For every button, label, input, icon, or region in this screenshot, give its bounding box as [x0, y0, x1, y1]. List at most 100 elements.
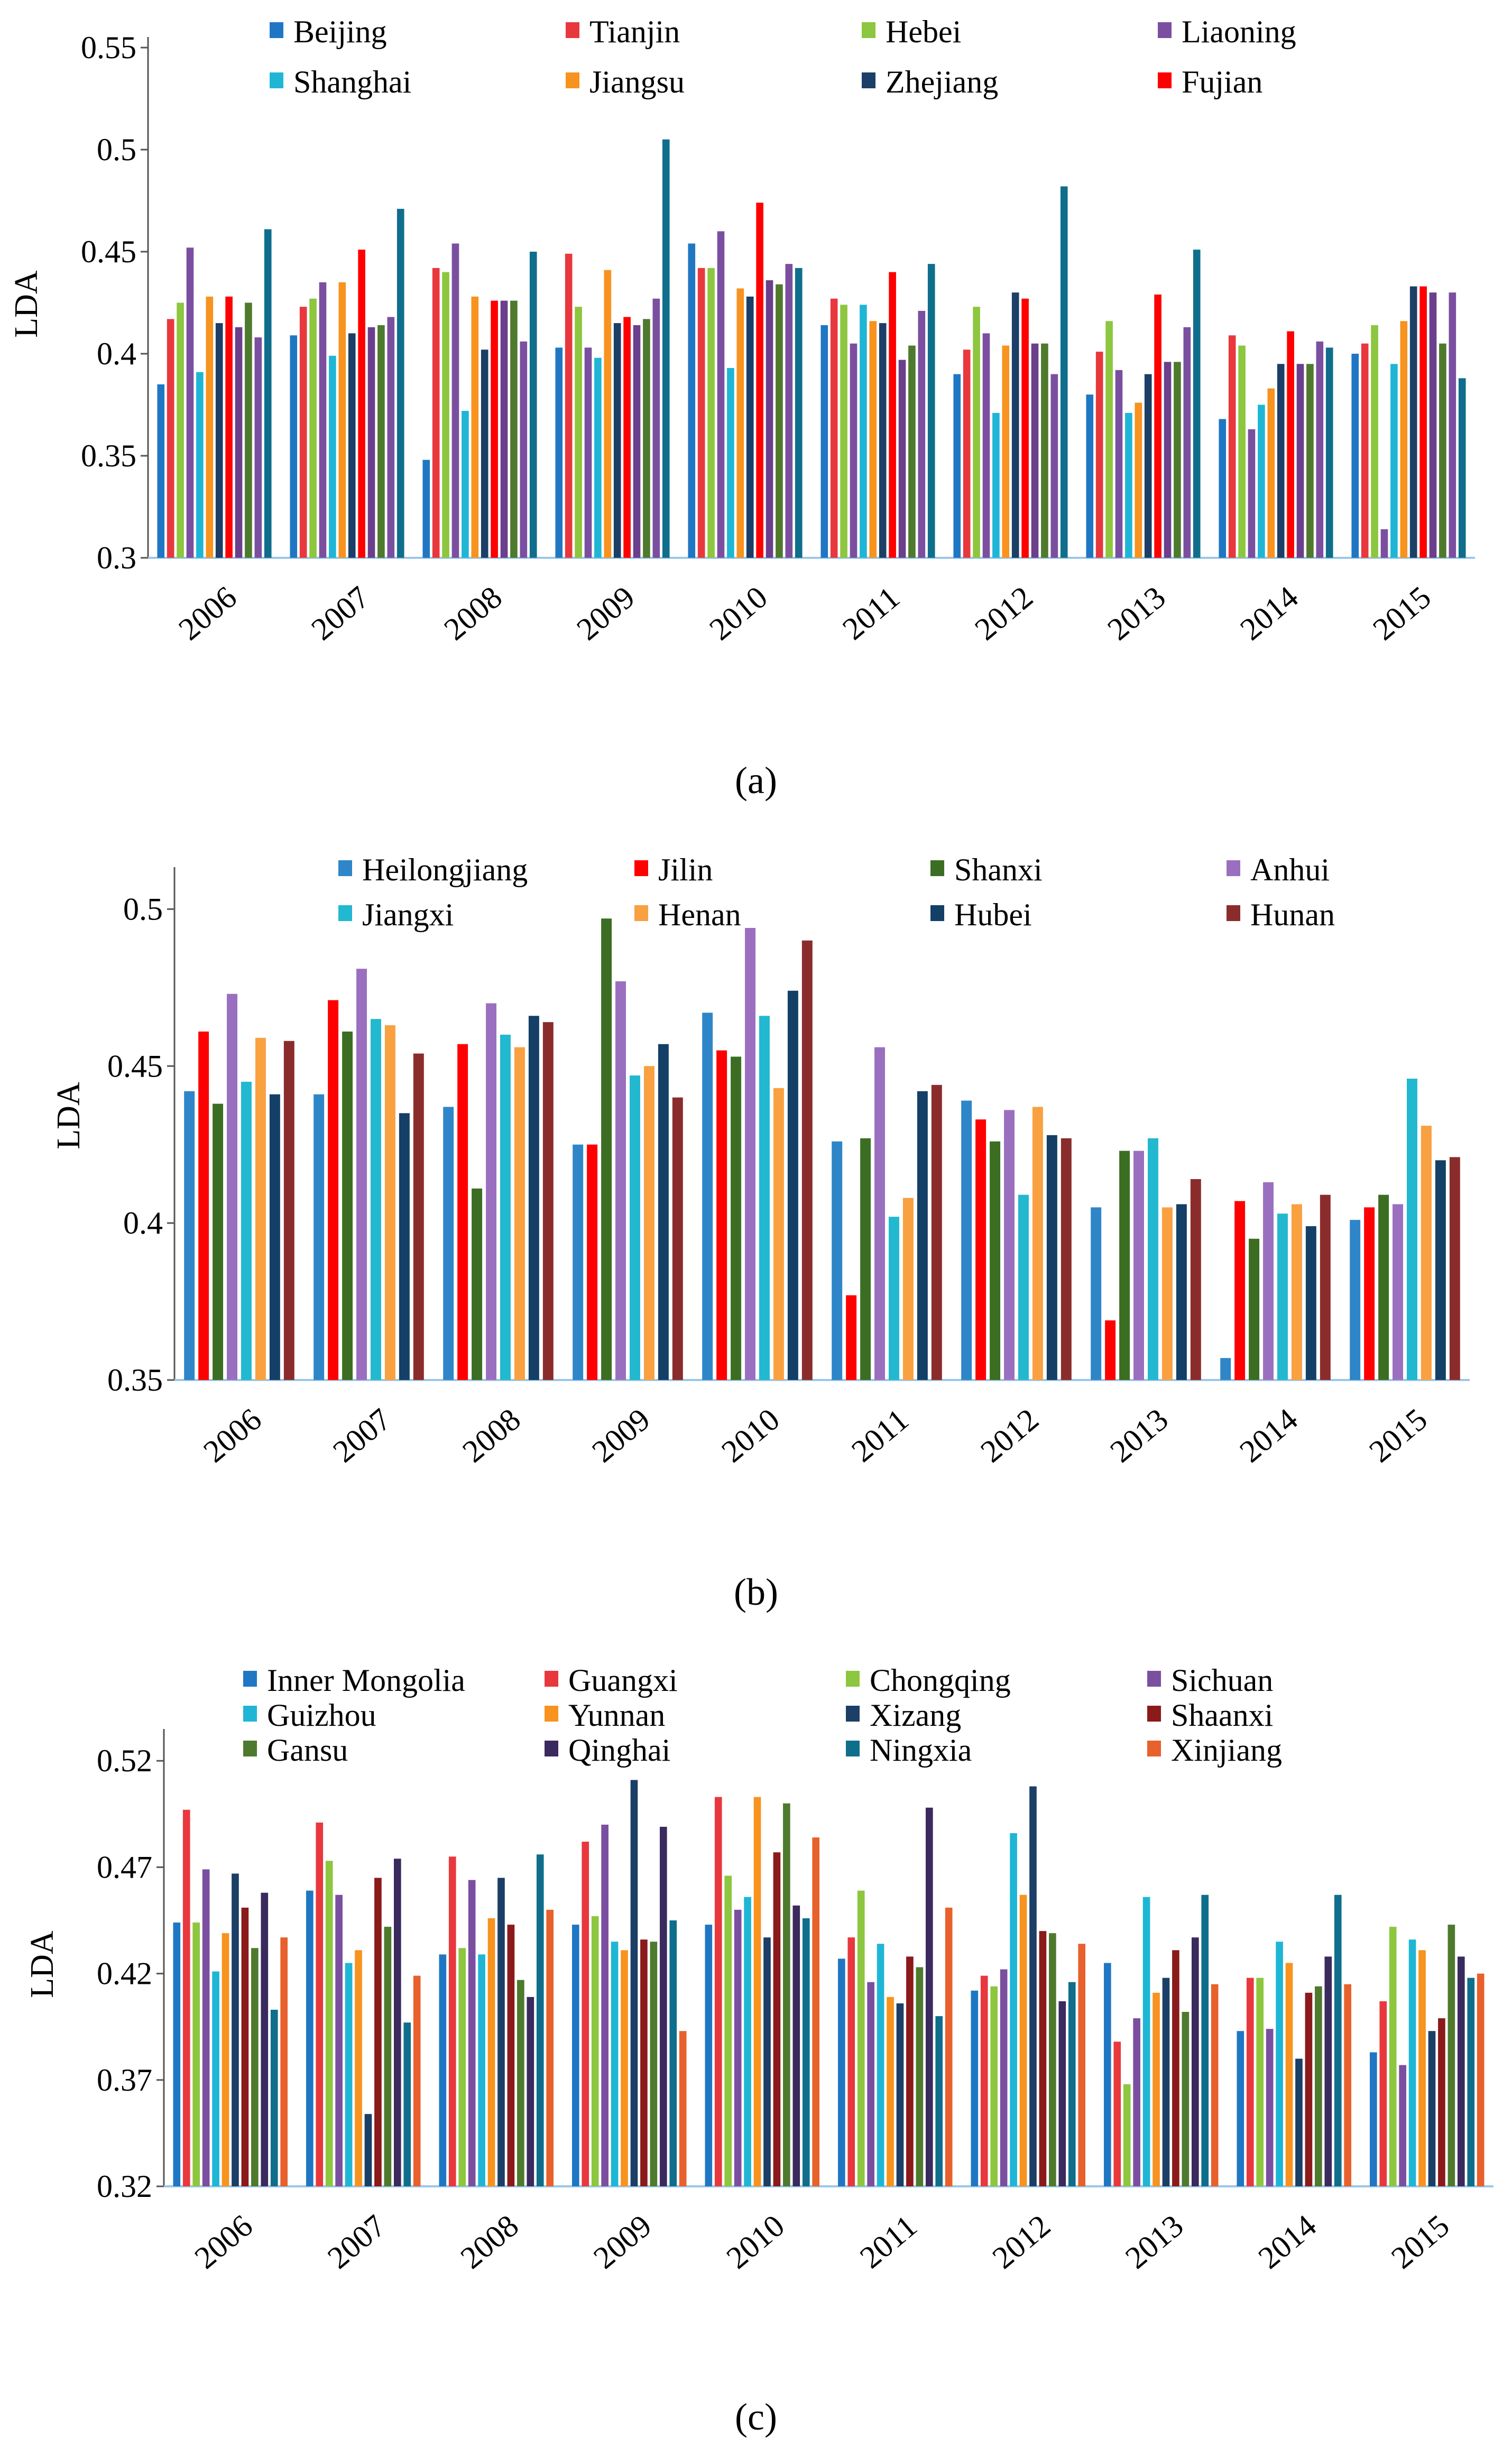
- bar-shaanxi-2006: [241, 1907, 249, 2186]
- bar-jiangxi-2012: [1018, 1194, 1029, 1380]
- bar-gansu-2007: [384, 1927, 392, 2186]
- bar-fujian-2012: [1021, 298, 1029, 558]
- bar-yunnan-2007: [355, 1950, 362, 2186]
- x-tick-label: 2008: [454, 2208, 525, 2276]
- bar-series-11-2010: [785, 264, 793, 558]
- x-tick-label: 2013: [1101, 579, 1172, 647]
- bar-guangxi-2015: [1379, 2001, 1387, 2186]
- legend-label: Gansu: [267, 1733, 348, 1768]
- bar-xinjiang-2008: [546, 1909, 554, 2186]
- bar-hunan-2012: [1061, 1138, 1072, 1380]
- bar-series-10-2012: [1041, 343, 1048, 558]
- y-axis-label: LDA: [24, 1930, 60, 1998]
- y-tick-label: 0.4: [97, 336, 136, 371]
- bar-shaanxi-2015: [1438, 2018, 1445, 2186]
- bar-heilongjiang-2010: [702, 1013, 713, 1380]
- bar-beijing-2015: [1351, 354, 1359, 558]
- bar-jilin-2011: [846, 1295, 857, 1380]
- panel-caption: (b): [734, 1571, 778, 1613]
- bar-anhui-2010: [745, 928, 755, 1380]
- bar-beijing-2008: [422, 459, 430, 558]
- bar-jiangsu-2011: [869, 321, 877, 558]
- bar-chongqing-2011: [857, 1890, 865, 2186]
- bar-henan-2009: [643, 1066, 654, 1380]
- bar-inner-mongolia-2007: [306, 1890, 314, 2186]
- bar-heilongjiang-2008: [443, 1107, 454, 1380]
- bar-shanghai-2015: [1390, 364, 1398, 558]
- bar-jiangsu-2007: [338, 282, 346, 558]
- bar-xizang-2009: [630, 1780, 638, 2186]
- bar-series-12-2010: [795, 268, 803, 558]
- bar-hubei-2009: [658, 1044, 669, 1380]
- x-tick-label: 2015: [1366, 579, 1437, 647]
- bar-series-9-2008: [500, 300, 508, 558]
- bar-guangxi-2006: [182, 1809, 190, 2186]
- panel-caption: (a): [735, 759, 777, 802]
- bar-hunan-2008: [542, 1022, 554, 1380]
- bar-chongqing-2013: [1123, 2084, 1131, 2186]
- bar-gansu-2015: [1448, 1925, 1455, 2186]
- legend-label: Beijing: [293, 14, 387, 49]
- bar-xizang-2010: [763, 1937, 771, 2186]
- bar-chongqing-2010: [724, 1875, 732, 2186]
- bar-jiangsu-2009: [604, 270, 612, 558]
- bar-sichuan-2010: [734, 1909, 742, 2186]
- legend-swatch: [846, 1671, 860, 1687]
- bar-shanxi-2009: [601, 918, 612, 1380]
- bar-chongqing-2006: [192, 1923, 200, 2186]
- bar-series-9-2006: [235, 327, 243, 558]
- panel-caption: (c): [735, 2396, 777, 2438]
- bar-heilongjiang-2013: [1091, 1207, 1102, 1380]
- bar-hubei-2013: [1176, 1204, 1187, 1380]
- bar-guangxi-2012: [980, 1975, 988, 2186]
- legend-label: Ningxia: [870, 1733, 972, 1768]
- legend-swatch: [1147, 1741, 1161, 1756]
- legend-swatch: [862, 22, 875, 38]
- bar-hunan-2015: [1449, 1157, 1460, 1380]
- bar-henan-2014: [1291, 1204, 1302, 1380]
- bar-series-12-2015: [1458, 378, 1466, 558]
- x-tick-label: 2012: [986, 2208, 1057, 2276]
- bar-heilongjiang-2011: [832, 1141, 843, 1380]
- x-tick-label: 2010: [715, 1402, 786, 1469]
- bar-hunan-2013: [1190, 1179, 1201, 1380]
- bar-tianjin-2009: [565, 253, 573, 558]
- bar-inner-mongolia-2014: [1237, 2031, 1244, 2186]
- bar-zhejiang-2008: [481, 349, 488, 558]
- bar-shanghai-2010: [727, 368, 734, 558]
- legend-label: Henan: [658, 897, 741, 932]
- bar-qinghai-2013: [1191, 1937, 1199, 2186]
- bar-xizang-2006: [232, 1873, 239, 2186]
- legend-swatch: [1158, 72, 1172, 88]
- bar-jiangxi-2009: [630, 1075, 640, 1380]
- bar-guangxi-2011: [847, 1937, 855, 2186]
- bar-fujian-2014: [1287, 331, 1294, 558]
- legend-label: Anhui: [1250, 852, 1330, 887]
- bar-ningxia-2011: [935, 2016, 943, 2186]
- bar-gansu-2006: [251, 1948, 259, 2186]
- bar-chongqing-2012: [990, 1986, 998, 2186]
- x-tick-label: 2014: [1233, 1402, 1304, 1469]
- bar-qinghai-2007: [393, 1859, 401, 2186]
- bar-sichuan-2014: [1266, 2029, 1274, 2186]
- y-tick-label: 0.55: [81, 30, 136, 65]
- bar-tianjin-2006: [167, 319, 174, 558]
- y-tick-label: 0.47: [97, 1850, 152, 1884]
- legend-swatch: [930, 905, 944, 921]
- bar-beijing-2006: [157, 384, 165, 558]
- bar-zhejiang-2013: [1144, 374, 1152, 558]
- bar-henan-2011: [902, 1198, 914, 1380]
- bar-series-9-2010: [766, 280, 773, 558]
- x-tick-label: 2014: [1252, 2208, 1323, 2276]
- bar-xinjiang-2010: [812, 1837, 820, 2186]
- bar-shanxi-2010: [731, 1056, 742, 1380]
- bar-tianjin-2008: [432, 268, 440, 558]
- bar-heilongjiang-2009: [573, 1144, 584, 1380]
- bar-hunan-2006: [283, 1041, 294, 1380]
- bar-tianjin-2007: [299, 307, 307, 558]
- bar-ningxia-2007: [403, 2022, 411, 2186]
- bar-sichuan-2007: [335, 1894, 343, 2186]
- bar-series-9-2007: [367, 327, 375, 558]
